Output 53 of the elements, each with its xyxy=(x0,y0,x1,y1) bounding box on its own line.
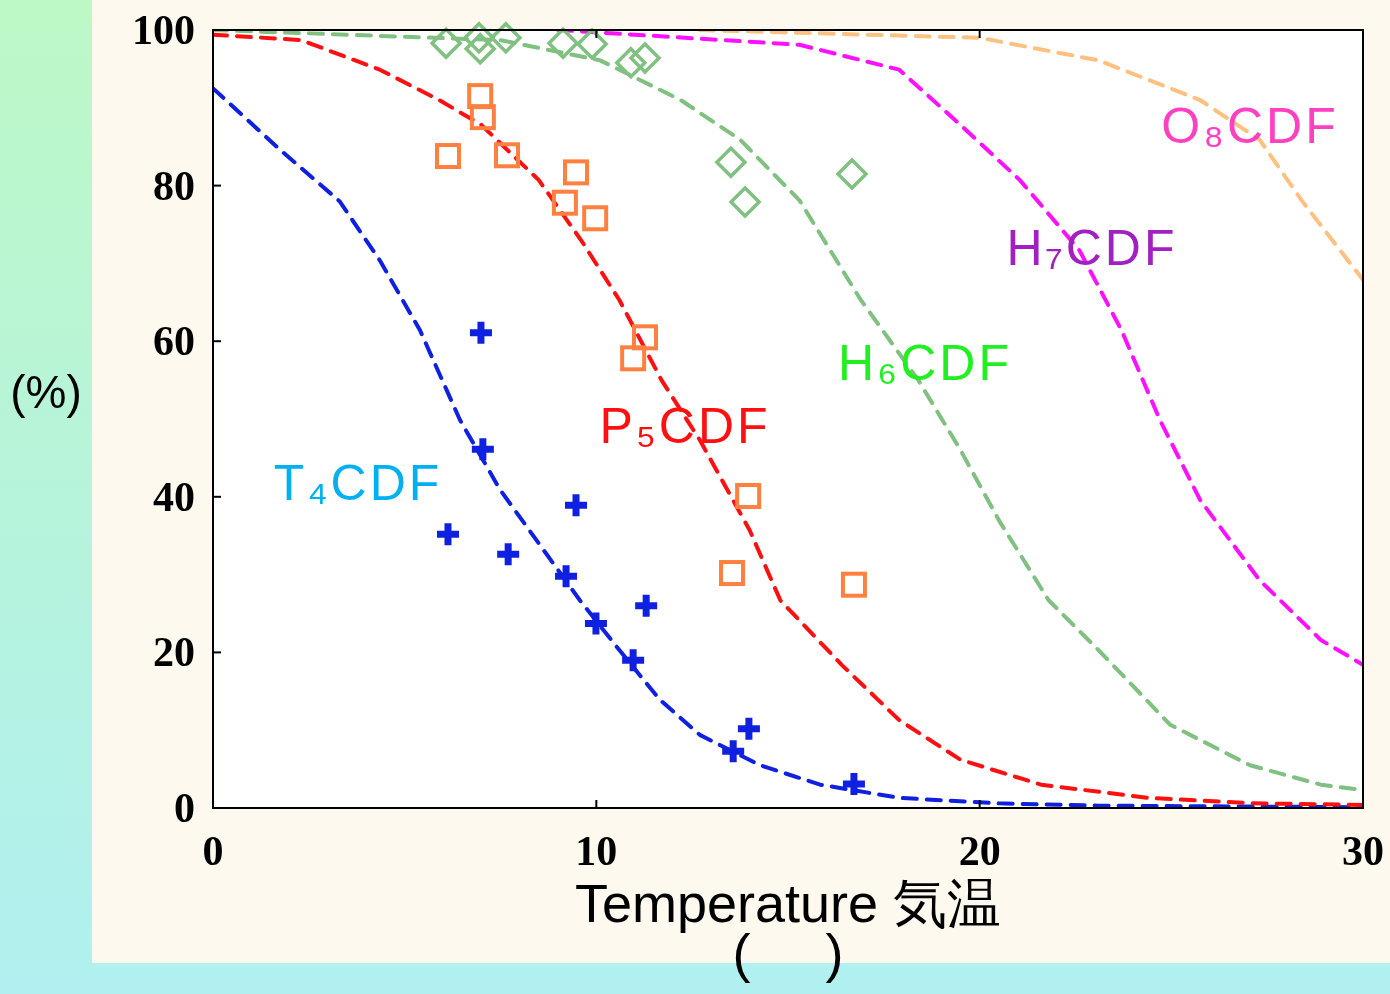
y-tick-label: 40 xyxy=(153,473,195,520)
point xyxy=(555,565,578,588)
annotation: P₅CDF xyxy=(599,398,771,454)
annotation: H₆CDF xyxy=(837,335,1013,391)
point xyxy=(622,649,645,672)
point xyxy=(434,143,461,170)
point xyxy=(576,28,608,60)
point xyxy=(584,612,607,635)
annotation: O₈CDF xyxy=(1161,98,1339,154)
annotation: T₄CDF xyxy=(273,455,443,511)
point xyxy=(715,146,747,179)
point xyxy=(430,27,462,59)
point xyxy=(547,27,579,59)
point xyxy=(620,345,647,372)
point xyxy=(494,142,521,169)
x-tick-label: 30 xyxy=(1342,828,1384,874)
x-tick-label: 0 xyxy=(202,828,224,874)
point xyxy=(469,321,492,344)
point xyxy=(436,523,459,546)
point xyxy=(565,494,588,517)
x-axis-title: Temperature 気温 ( ) xyxy=(574,873,1002,983)
point xyxy=(729,186,761,218)
y-tick-label: 80 xyxy=(153,162,195,209)
point xyxy=(467,83,494,110)
point xyxy=(582,205,609,232)
point xyxy=(737,717,760,740)
point xyxy=(842,772,865,795)
point xyxy=(469,104,496,131)
point xyxy=(840,571,867,598)
point xyxy=(836,158,868,190)
point xyxy=(615,46,647,79)
x-tick-label: 20 xyxy=(958,828,1001,874)
y-tick-label: 20 xyxy=(153,629,195,676)
point xyxy=(635,594,658,617)
y-tick-label: 0 xyxy=(174,785,195,831)
y-tick-label: 100 xyxy=(132,7,195,53)
point xyxy=(464,32,496,65)
x-tick-label: 10 xyxy=(575,828,618,874)
point xyxy=(490,22,522,54)
point xyxy=(722,740,745,763)
y-axis-title: (%) xyxy=(10,366,82,418)
point xyxy=(563,159,590,186)
annotation: H₇CDF xyxy=(1006,220,1178,276)
line-series xyxy=(697,30,1363,282)
point xyxy=(463,22,495,54)
y-tick-label: 60 xyxy=(153,318,195,365)
point xyxy=(497,543,520,566)
point xyxy=(551,189,578,216)
point xyxy=(735,483,762,510)
point xyxy=(629,42,661,74)
point xyxy=(471,438,494,461)
point xyxy=(632,324,659,351)
point xyxy=(719,560,746,587)
